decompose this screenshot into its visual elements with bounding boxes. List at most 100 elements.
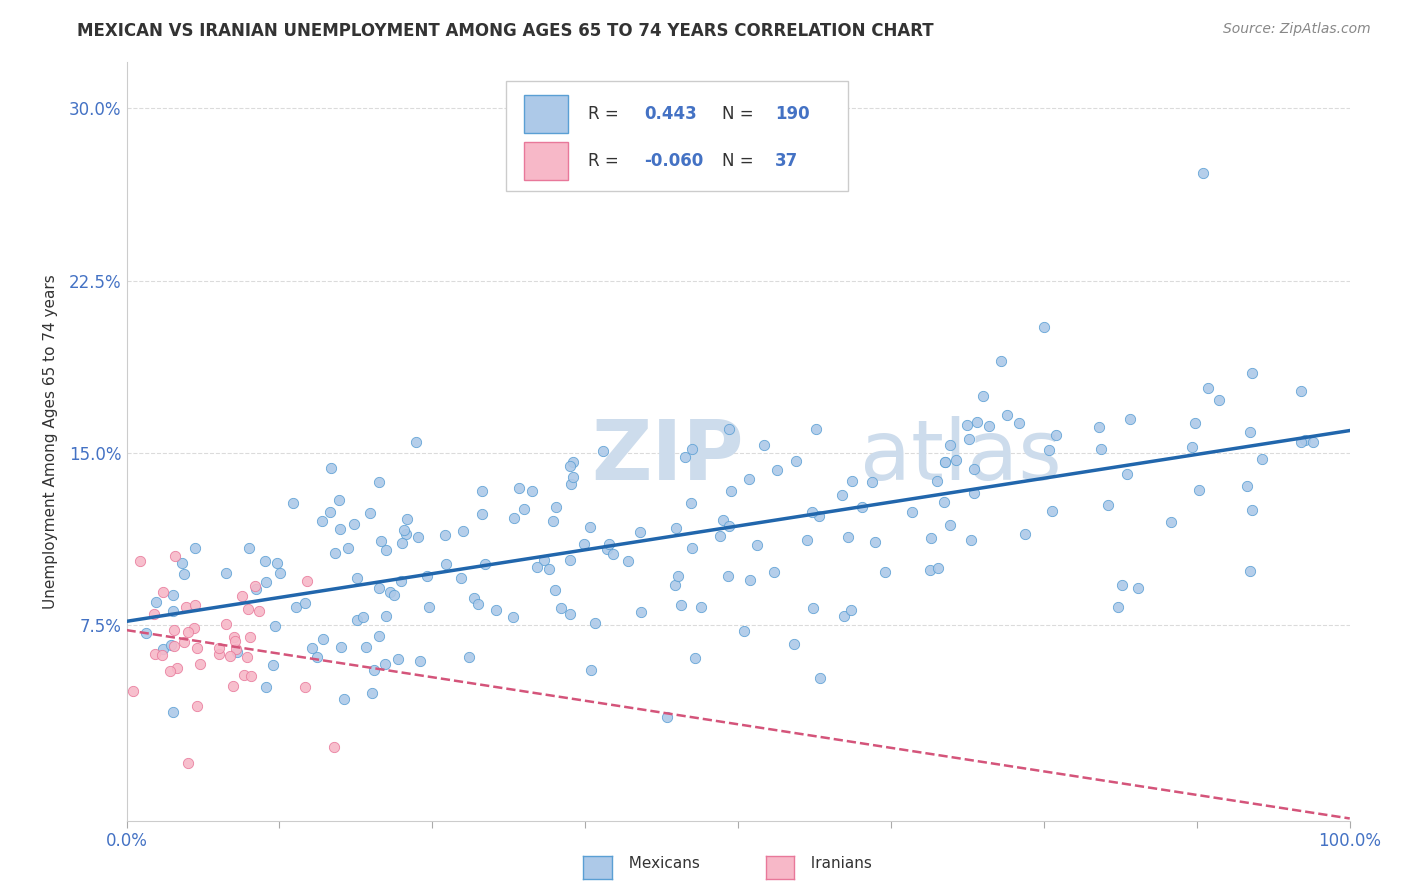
Point — [766, 463, 789, 477]
Point — [387, 651, 409, 665]
Point — [163, 640, 186, 654]
Point — [152, 642, 174, 657]
Point — [406, 530, 429, 544]
Point — [294, 596, 316, 610]
Point — [367, 629, 389, 643]
Point — [966, 415, 988, 429]
Point — [262, 658, 284, 673]
Point — [183, 598, 205, 612]
Point — [418, 599, 440, 614]
Point — [177, 624, 200, 639]
Point — [405, 434, 427, 449]
Point — [269, 566, 291, 580]
Point — [208, 647, 231, 661]
Point — [346, 571, 368, 585]
Point — [173, 635, 195, 649]
Point — [395, 512, 418, 526]
Point — [281, 496, 304, 510]
Point — [254, 574, 277, 589]
Point — [457, 649, 479, 664]
Point — [363, 663, 385, 677]
Point — [243, 579, 266, 593]
Point — [831, 487, 853, 501]
Point — [583, 616, 606, 631]
Point — [995, 408, 1018, 422]
Point — [333, 692, 356, 706]
Point — [135, 626, 157, 640]
Point — [152, 585, 174, 599]
Point — [689, 600, 711, 615]
Point — [264, 619, 287, 633]
FancyBboxPatch shape — [506, 81, 848, 191]
Point — [380, 585, 402, 599]
Point — [560, 476, 582, 491]
Point — [900, 505, 922, 519]
Point — [1032, 319, 1054, 334]
Point — [544, 582, 567, 597]
Point — [561, 470, 583, 484]
Point — [841, 474, 863, 488]
Point — [471, 483, 494, 498]
Point — [543, 514, 565, 528]
Point — [806, 422, 828, 436]
Point — [963, 461, 986, 475]
Point — [932, 495, 955, 509]
Point — [665, 521, 688, 535]
Point — [150, 648, 173, 662]
Point — [934, 455, 956, 469]
Point — [1239, 425, 1261, 440]
Point — [254, 680, 277, 694]
Text: MEXICAN VS IRANIAN UNEMPLOYMENT AMONG AGES 65 TO 74 YEARS CORRELATION CHART: MEXICAN VS IRANIAN UNEMPLOYMENT AMONG AG… — [77, 22, 934, 40]
Point — [851, 500, 873, 515]
Point — [1294, 433, 1316, 447]
Point — [166, 661, 188, 675]
Point — [1184, 416, 1206, 430]
Point — [550, 601, 572, 615]
Point — [295, 574, 318, 588]
Point — [391, 536, 413, 550]
Point — [683, 650, 706, 665]
Point — [463, 591, 485, 605]
Point — [330, 640, 353, 654]
Point — [1240, 502, 1263, 516]
Point — [352, 609, 374, 624]
Point — [337, 541, 360, 555]
Point — [172, 557, 194, 571]
Point — [1181, 440, 1204, 454]
Point — [188, 657, 211, 672]
Point — [311, 514, 333, 528]
Point — [434, 558, 457, 572]
Point — [1088, 420, 1111, 434]
Point — [1251, 452, 1274, 467]
Point — [294, 680, 316, 694]
Point — [367, 581, 389, 595]
Point — [254, 554, 277, 568]
Point — [239, 669, 262, 683]
Point — [1045, 428, 1067, 442]
Point — [307, 650, 329, 665]
Point — [717, 518, 740, 533]
Point — [186, 640, 208, 655]
Point — [572, 537, 595, 551]
Point — [630, 605, 652, 619]
Point — [752, 438, 775, 452]
Point — [145, 595, 167, 609]
Point — [655, 710, 678, 724]
Point — [977, 419, 1000, 434]
Point — [709, 529, 731, 543]
Point — [579, 519, 602, 533]
Point — [717, 569, 740, 583]
Point — [247, 603, 270, 617]
Point — [808, 671, 831, 685]
Point — [233, 668, 256, 682]
Point — [596, 541, 619, 556]
Point — [159, 665, 181, 679]
Text: Source: ZipAtlas.com: Source: ZipAtlas.com — [1223, 22, 1371, 37]
Point — [1208, 392, 1230, 407]
Point — [368, 475, 391, 489]
Point — [467, 597, 489, 611]
Text: R =: R = — [588, 152, 619, 170]
Point — [319, 506, 342, 520]
Point — [763, 565, 786, 579]
Point — [526, 559, 548, 574]
